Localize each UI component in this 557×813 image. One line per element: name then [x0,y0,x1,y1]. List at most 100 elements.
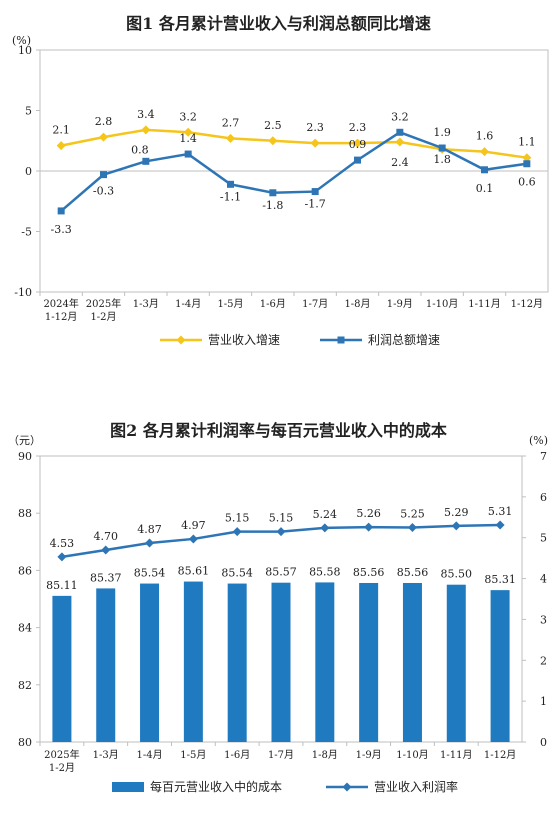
data-label: 2.1 [52,124,70,137]
data-point [145,538,155,548]
data-label: -1.8 [262,199,283,212]
bar [140,583,160,742]
bar [52,595,72,742]
legend-item: 营业收入利润率 [326,779,458,794]
data-point [480,147,489,157]
bar-label: 85.54 [134,567,166,580]
y-tick-label: 10 [18,44,32,57]
legend-label: 营业收入利润率 [374,779,458,794]
data-point [142,157,150,165]
x-tick-label: 1-10月 [396,749,428,761]
data-point [320,523,330,533]
data-point [101,545,111,555]
y-right-tick-label: 3 [540,613,547,626]
data-point [268,136,278,146]
data-point [311,188,319,196]
data-label: 5.15 [269,512,294,525]
data-label: 2.3 [306,121,324,134]
data-label: 3.2 [179,110,197,123]
data-label: 2.7 [222,116,240,129]
bar [446,584,466,742]
data-label: 0.6 [518,176,536,189]
data-point [407,523,417,532]
bar-label: 85.54 [221,567,253,580]
x-tick-label: 1-12月 [45,311,77,323]
y-right-tick-label: 7 [540,450,547,463]
data-point [57,552,67,562]
legend: 营业收入增速 利润总额增速 [160,333,440,347]
bar [183,581,203,742]
data-point [57,207,65,215]
data-point [522,153,532,163]
y-axis-right-unit: (%) [529,434,548,447]
data-label: 1.1 [518,136,536,149]
bar-label: 85.58 [309,565,341,578]
x-tick-label: 1-9月 [387,298,413,310]
data-point [354,156,361,164]
data-label: -1.7 [305,198,326,211]
x-tick-label: 1-2月 [90,311,116,323]
y-right-tick-label: 2 [540,654,547,667]
legend-label: 每百元营业收入中的成本 [150,779,282,794]
data-label: 1.6 [476,130,494,143]
legend-swatch-bar [112,782,144,792]
data-point [226,133,235,143]
bar-label: 85.57 [265,566,297,579]
x-tick-label: 1-3月 [93,749,119,761]
x-tick-label: 1-5月 [180,749,206,761]
x-tick-label: 2025年 [86,297,121,310]
x-tick-label: 1-6月 [260,298,286,310]
data-label: 0.9 [349,138,367,151]
data-point [523,160,531,168]
x-tick-label: 2025年 [44,748,79,761]
bar [402,582,422,742]
x-tick-label: 1-5月 [217,298,243,310]
data-point [183,127,193,137]
data-point [353,138,362,148]
y-tick-label: -5 [21,226,32,239]
legend-marker [176,335,186,345]
data-point [395,137,405,147]
legend: 每百元营业收入中的成本 营业收入利润率 [112,779,458,794]
bar-label: 85.37 [90,571,122,584]
data-label: 5.24 [313,508,338,521]
x-tick-label: 1-11月 [440,749,472,761]
bar-label: 85.61 [178,565,210,578]
data-label: -3.3 [51,223,72,236]
data-point [227,180,234,188]
data-point [276,527,286,537]
bar [490,590,510,742]
x-tick-label: 1-4月 [175,298,201,310]
data-label: 5.26 [356,507,381,520]
data-label: 5.15 [225,512,250,525]
x-tick-label: 1-6月 [224,749,250,761]
data-label: 4.97 [181,519,206,532]
x-tick-label: 1-8月 [344,298,370,310]
data-point [188,534,198,544]
data-point [495,520,505,530]
data-label: 0.1 [476,182,494,195]
data-point [99,132,108,142]
data-label: 1.4 [179,132,197,145]
figure-1: 图1 各月累计营业收入与利润总额同比增速 (%) -10 -5 0 5 10 2024年 1-… [0,0,557,400]
legend-label: 利润总额增速 [368,333,440,347]
data-point [310,138,320,148]
y-tick-label: 5 [25,105,32,118]
y-right-tick-label: 0 [540,736,547,749]
bar [315,582,335,742]
x-tick-label: 1-12月 [484,749,516,761]
bar [227,583,247,742]
bar [359,582,379,742]
data-label: 2.8 [95,115,113,128]
x-tick-label: 1-9月 [356,749,382,761]
data-point [396,128,404,136]
x-tick-label: 1-10月 [426,298,458,310]
data-label: 5.29 [444,506,469,519]
y-left-tick-label: 90 [18,450,32,463]
legend-marker [337,336,345,344]
data-point [364,522,374,532]
x-tick-label: 1-12月 [511,298,543,310]
y-left-tick-label: 80 [18,736,32,749]
data-label: 5.31 [488,505,513,518]
bar-label: 85.31 [484,573,516,586]
